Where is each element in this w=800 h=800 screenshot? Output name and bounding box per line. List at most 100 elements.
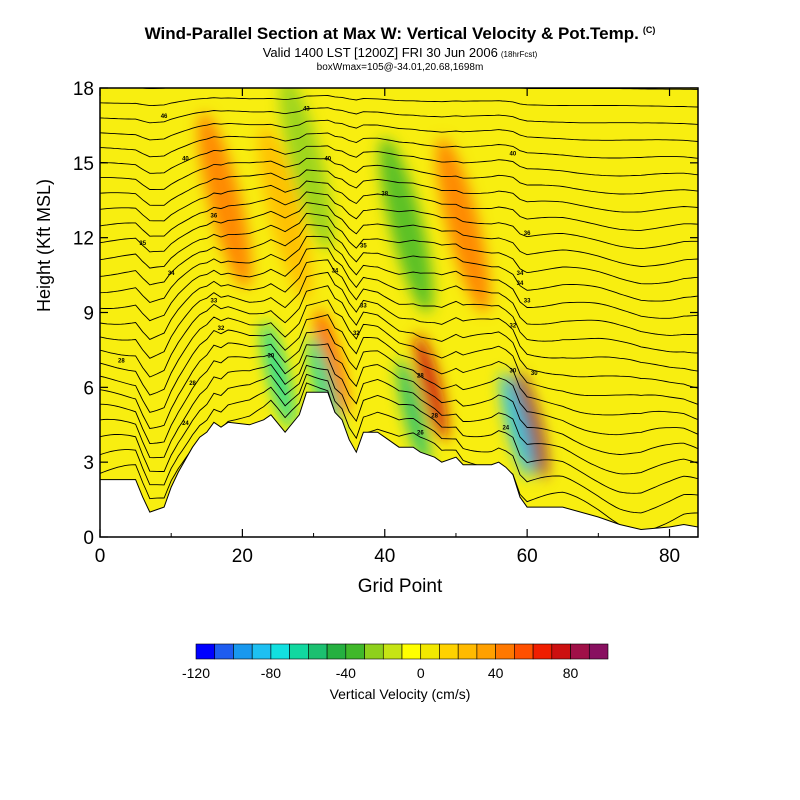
contour-label-3: 40 [324, 156, 331, 162]
contour-label-2: 40 [182, 156, 189, 162]
colorbar-cell-6 [308, 643, 328, 660]
colorbar-cell-0 [195, 643, 216, 660]
x-tick-label-4: 80 [659, 546, 680, 567]
y-tick-label-5: 15 [73, 154, 94, 175]
velocity-updraft-4 [436, 137, 490, 313]
colorbar-cell-18 [532, 643, 553, 660]
colorbar-cell-14 [457, 643, 478, 660]
x-axis-label: Grid Point [358, 576, 443, 597]
colorbar-cell-2 [233, 643, 253, 660]
velocity-updraft-5 [258, 125, 312, 301]
contour-label-6: 36 [211, 214, 218, 220]
contour-label-18: 32 [353, 331, 360, 337]
contour-label-22: 30 [531, 371, 538, 377]
velocity-downdraft-7 [396, 358, 430, 466]
plot-area: 46 43 40 40 40 38 36 36 35 35 34 34 34 34 33 33 33 32 32 32… [100, 88, 698, 537]
colorbar-cell-20 [570, 643, 590, 660]
colorbar-tick-5: 80 [563, 665, 579, 681]
title-mark: (C) [642, 25, 656, 35]
theta-contour-4 [100, 343, 698, 455]
colorbar-cell-5 [289, 643, 309, 660]
colorbar-tick-4: 40 [488, 665, 504, 681]
colorbar-tick-1: -80 [261, 665, 281, 681]
contour-label-7: 36 [524, 231, 531, 237]
colorbar-cell-17 [514, 643, 534, 660]
theta-contour-22 [100, 119, 698, 142]
y-tick-label-0: 0 [83, 528, 94, 549]
contour-label-15: 33 [360, 304, 367, 310]
x-tick-label-2: 40 [374, 546, 395, 567]
contour-label-12: 34 [517, 271, 524, 277]
colorbar-cell-21 [588, 643, 609, 660]
theta-contour-8 [100, 285, 698, 389]
colorbar-cell-15 [476, 643, 496, 660]
forecast-note: (18hrFcst) [500, 50, 538, 59]
contour-label-21: 30 [510, 368, 517, 374]
velocity-updraft-2 [314, 308, 348, 416]
chart-title: Wind-Parallel Section at Max W: Vertical… [144, 24, 656, 43]
colorbar-cell-9 [364, 643, 384, 660]
y-axis-label: Height (Kft MSL) [34, 178, 54, 312]
contour-label-10: 34 [168, 271, 175, 277]
contour-label-25: 28 [417, 373, 424, 379]
contour-label-28: 24 [182, 421, 189, 427]
colorbar-tick-3: 0 [417, 665, 425, 681]
theta-contour-14 [100, 212, 698, 285]
theta-contour-6 [100, 314, 698, 421]
contour-label-24: 28 [189, 381, 196, 387]
contour-label-4: 40 [510, 151, 517, 157]
colorbar-cell-7 [326, 643, 347, 660]
contour-label-9: 35 [360, 244, 367, 250]
theta-contour-18 [100, 169, 698, 213]
velocity-downdraft-11 [279, 88, 334, 251]
theta-contour-23 [100, 107, 698, 125]
theta-contour-7 [100, 299, 698, 405]
colorbar-cell-3 [251, 643, 272, 660]
colorbar-label: Vertical Velocity (cm/s) [330, 686, 471, 702]
colorbar-cell-19 [551, 643, 571, 660]
y-tick-label-6: 18 [73, 79, 94, 100]
chart-info: boxWmax=105@-34.01,20.68,1698m [316, 62, 484, 73]
y-tick-label-2: 6 [83, 378, 94, 399]
contour-label-8: 35 [139, 241, 146, 247]
theta-contour-20 [100, 145, 698, 177]
velocity-updraft-1 [414, 333, 448, 441]
x-tick-label-0: 0 [95, 546, 106, 567]
theta-contour-5 [100, 328, 698, 436]
velocity-downdraft-6 [499, 371, 533, 479]
theta-contour-24 [100, 95, 698, 108]
contour-label-27: 26 [417, 431, 424, 437]
contour-label-29: 24 [502, 426, 509, 432]
theta-contour-21 [100, 132, 698, 159]
velocity-updraft-0 [514, 371, 548, 479]
y-tick-label-1: 3 [83, 453, 94, 474]
contour-label-17: 32 [218, 326, 225, 332]
theta-contour-3 [100, 355, 698, 475]
contour-label-13: 34 [517, 281, 524, 287]
colorbar-tick-0: -120 [182, 665, 210, 681]
contour-label-0: 46 [161, 114, 168, 120]
theta-contour-1 [100, 373, 698, 514]
contour-label-26: 28 [431, 413, 438, 419]
theta-contour-12 [100, 235, 698, 319]
colorbar-cell-16 [495, 643, 515, 660]
theta-contour-2 [100, 364, 698, 494]
velocity-updraft-3 [197, 112, 252, 288]
x-tick-label-1: 20 [232, 546, 253, 567]
theta-contour-10 [100, 259, 698, 354]
colorbar-cell-8 [345, 643, 365, 660]
contour-label-23: 28 [118, 358, 125, 364]
colorbar-cell-1 [214, 643, 234, 660]
theta-contour-17 [100, 180, 698, 231]
contour-label-1: 43 [303, 106, 310, 112]
contour-label-16: 33 [524, 299, 531, 305]
theta-contour-9 [100, 271, 698, 372]
theta-contour-19 [100, 157, 698, 195]
contour-label-11: 34 [332, 269, 339, 275]
y-tick-label-3: 9 [83, 304, 94, 325]
terrain [100, 391, 698, 537]
contour-label-19: 32 [510, 323, 517, 329]
theta-contour-11 [100, 247, 698, 336]
theta-contour-15 [100, 202, 698, 267]
